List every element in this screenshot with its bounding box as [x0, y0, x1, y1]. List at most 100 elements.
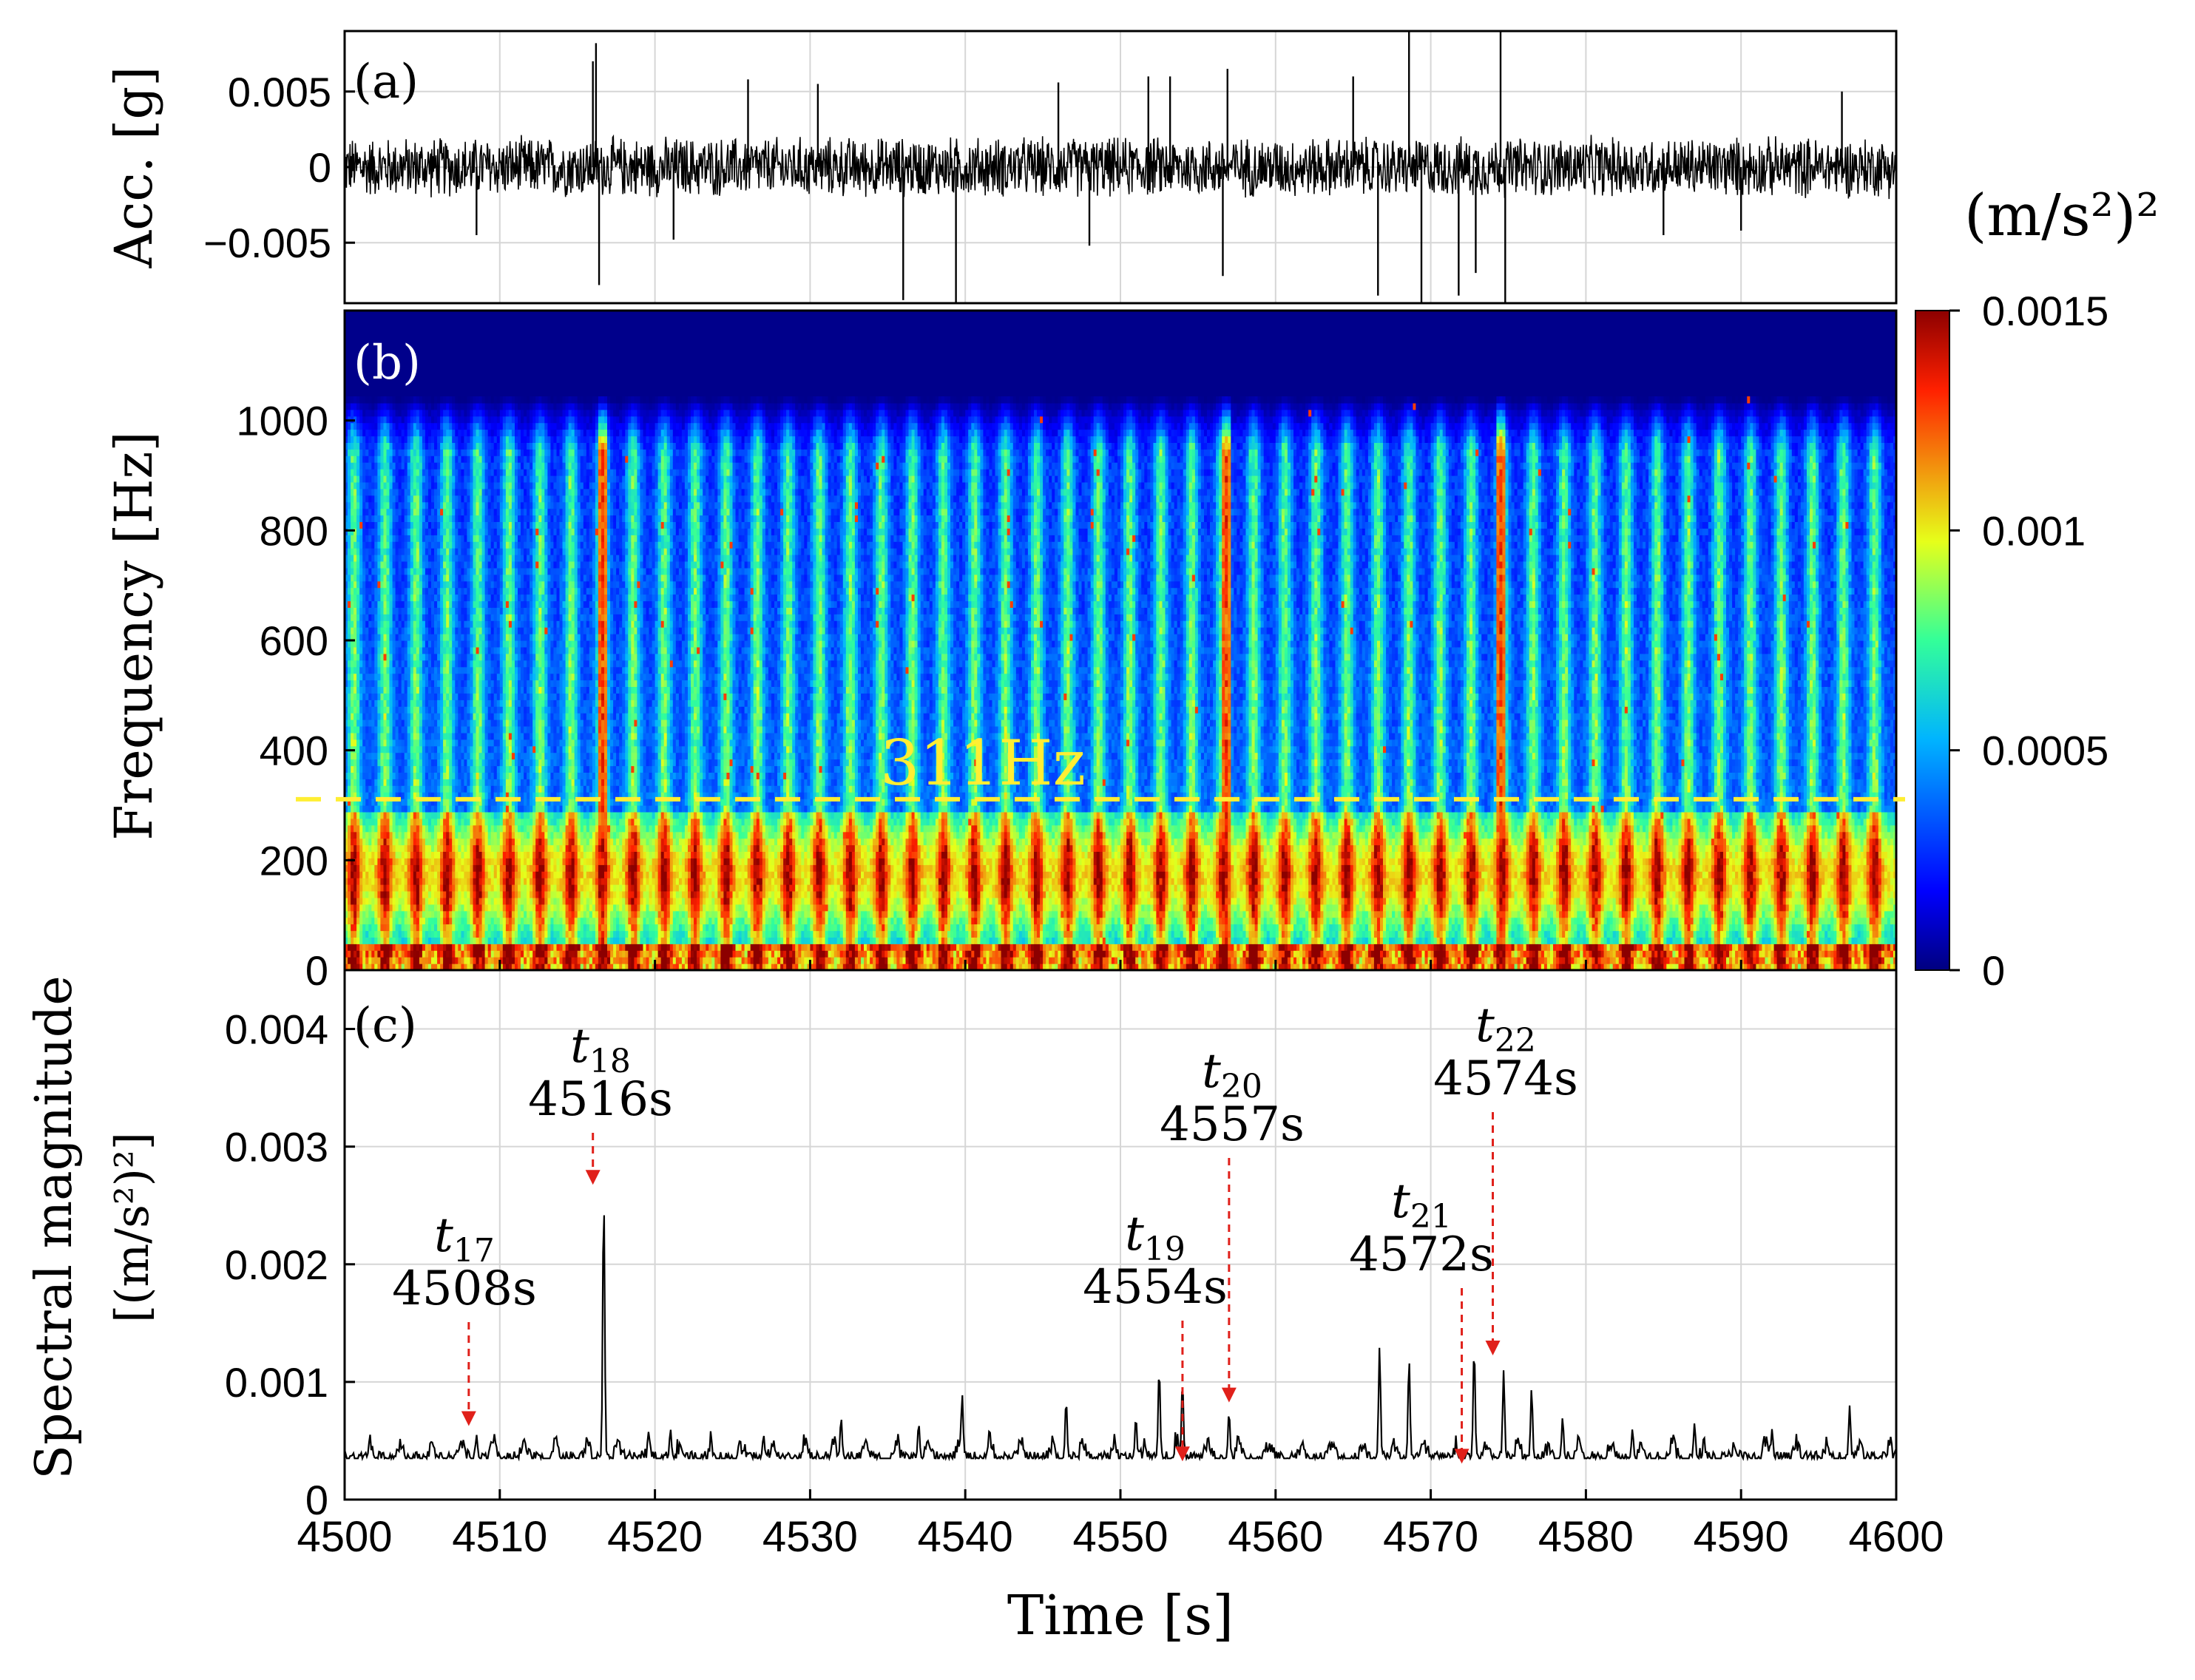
spectrogram-cell — [428, 660, 432, 668]
spectrogram-cell — [419, 674, 423, 681]
spectrogram-cell — [371, 515, 375, 523]
spectrogram-cell — [416, 640, 420, 648]
spectrogram-cell — [405, 785, 408, 793]
spectrogram-cell — [416, 575, 420, 582]
spectrogram-cell — [443, 588, 447, 595]
spectrogram-cell — [374, 509, 378, 516]
spectrogram-cell — [396, 620, 399, 628]
spectrogram-cell — [351, 864, 354, 872]
spectrogram-cell — [410, 423, 414, 430]
spectrogram-cell — [384, 403, 388, 410]
spectrogram-cell — [443, 878, 447, 885]
spectrogram-cell — [362, 660, 366, 668]
spectrogram-cell — [387, 957, 390, 964]
spectrogram-cell — [351, 535, 354, 542]
spectrogram-cell — [374, 667, 378, 674]
spectrogram-cell — [380, 805, 384, 813]
spectrogram-cell — [434, 851, 438, 858]
spectrogram-cell — [419, 575, 423, 582]
spectrogram-cell — [422, 733, 426, 740]
spectrogram-cell — [407, 726, 411, 734]
spectrogram-cell — [428, 858, 432, 865]
spectrogram-cell — [425, 819, 429, 826]
spectrogram-cell — [387, 423, 390, 430]
spectrogram-cell — [428, 654, 432, 661]
spectrogram-cell — [396, 509, 399, 516]
spectrogram-cell — [407, 403, 411, 410]
spectrogram-cell — [371, 521, 375, 529]
spectrogram-cell — [396, 416, 399, 424]
spectrogram-cell — [362, 455, 366, 463]
spectrogram-cell — [384, 509, 388, 516]
spectrogram-cell — [399, 430, 402, 437]
spectrogram-cell — [419, 568, 423, 575]
spectrogram-cell — [443, 475, 447, 483]
spectrogram-cell — [380, 898, 384, 905]
spectrogram-cell — [374, 686, 378, 694]
spectrogram-cell — [425, 475, 429, 483]
spectrogram-cell — [413, 475, 417, 483]
spectrogram-cell — [443, 937, 447, 944]
spectrogram-cell — [437, 647, 441, 654]
spectrogram-cell — [443, 884, 447, 892]
spectrogram-cell — [443, 746, 447, 753]
spectrogram-cell — [437, 449, 441, 456]
spectrogram-cell — [390, 515, 393, 523]
spectrogram-cell — [374, 779, 378, 786]
spectrogram-cell — [407, 442, 411, 450]
spectrogram-cell — [434, 871, 438, 878]
spectrogram-cell — [422, 851, 426, 858]
spectrogram-cell — [413, 654, 417, 661]
spectrogram-cell — [440, 839, 444, 846]
spectrogram-cell — [390, 904, 393, 912]
spectrogram-cell — [399, 495, 402, 503]
spectrogram-cell — [413, 535, 417, 542]
spectrogram-cell — [434, 475, 438, 483]
spectrogram-cell — [356, 733, 360, 740]
spectrogram-cell — [399, 812, 402, 819]
spectrogram-cell — [405, 680, 408, 688]
spectrogram-cell — [351, 410, 354, 417]
spectrogram-cell — [390, 660, 393, 668]
spectrogram-cell — [428, 832, 432, 839]
spectrogram-cell — [431, 528, 435, 535]
spectrogram-cell — [440, 509, 444, 516]
spectrogram-cell — [425, 581, 429, 589]
spectrogram-cell — [422, 871, 426, 878]
spectrogram-cell — [422, 772, 426, 779]
spectrogram-cell — [428, 455, 432, 463]
spectrogram-cell — [402, 937, 405, 944]
spectrogram-cell — [428, 535, 432, 542]
spectrogram-cell — [434, 858, 438, 865]
spectrogram-cell — [362, 719, 366, 727]
spectrogram-cell — [371, 509, 375, 516]
spectrogram-cell — [431, 561, 435, 569]
spectrogram-cell — [402, 614, 405, 621]
spectrogram-cell — [405, 423, 408, 430]
spectrogram-cell — [428, 785, 432, 793]
spectrogram-cell — [399, 634, 402, 641]
spectrogram-cell — [405, 805, 408, 813]
spectrogram-cell — [365, 601, 369, 609]
spectrogram-cell — [368, 832, 372, 839]
spectrogram-cell — [431, 423, 435, 430]
spectrogram-cell — [440, 396, 444, 404]
spectrogram-cell — [365, 561, 369, 569]
spectrogram-cell — [380, 871, 384, 878]
spectrogram-cell — [402, 766, 405, 773]
spectrogram-cell — [359, 759, 363, 767]
spectrogram-cell — [402, 805, 405, 813]
spectrogram-cell — [396, 423, 399, 430]
spectrogram-cell — [390, 634, 393, 641]
spectrogram-cell — [396, 680, 399, 688]
spectrogram-cell — [413, 898, 417, 905]
spectrogram-cell — [405, 832, 408, 839]
spectrogram-cell — [416, 416, 420, 424]
spectrogram-cell — [384, 825, 388, 833]
spectrogram-cell — [354, 674, 357, 681]
spectrogram-cell — [443, 528, 447, 535]
spectrogram-cell — [377, 634, 381, 641]
spectrogram-cell — [387, 568, 390, 575]
spectrogram-cell — [374, 423, 378, 430]
spectrogram-cell — [437, 654, 441, 661]
